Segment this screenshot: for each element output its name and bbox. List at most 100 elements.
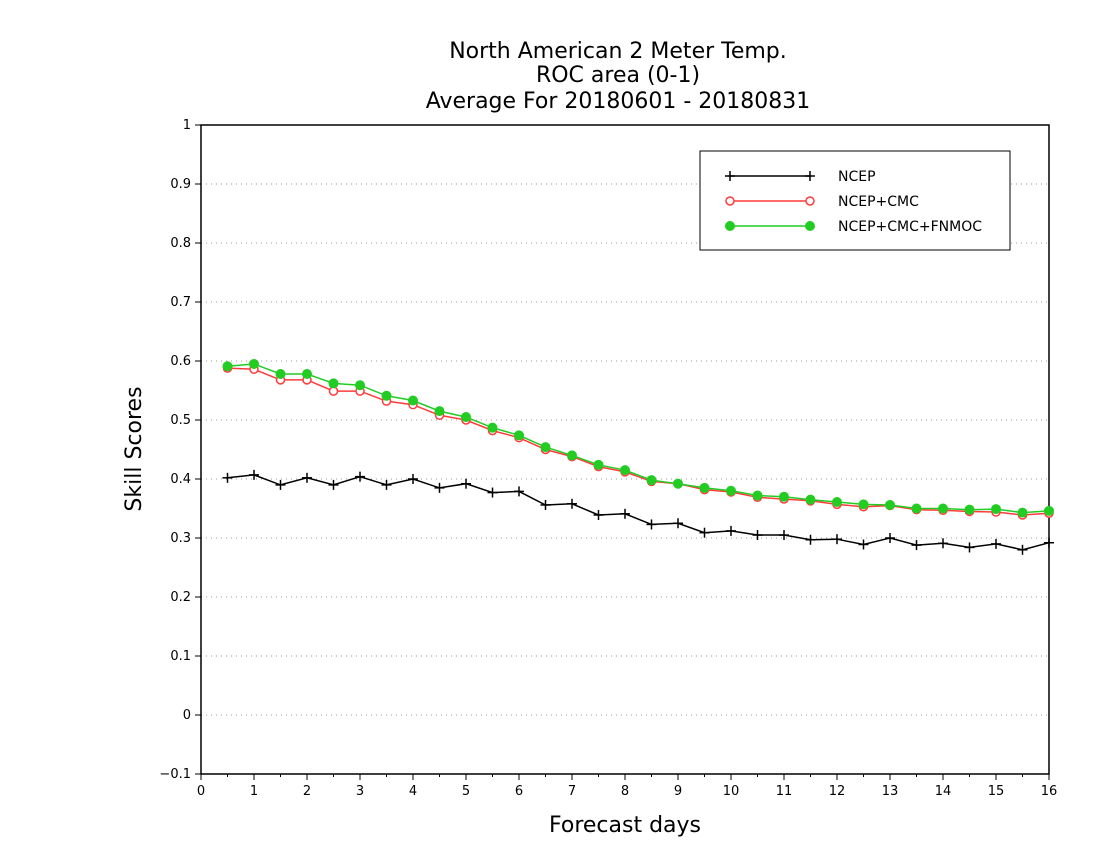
y-axis-title: Skill Scores	[122, 386, 147, 511]
series-ncep-cmc	[222, 363, 1054, 520]
y-tick-label: 0	[183, 708, 191, 723]
data-point-ncep-cmc-fnmoc	[911, 503, 922, 514]
data-point-ncep-cmc-fnmoc	[275, 368, 286, 379]
legend-entry-ncep-cmc-fnmoc: NCEP+CMC+FNMOC	[725, 219, 982, 235]
data-point-ncep	[408, 474, 418, 484]
data-point-ncep	[381, 479, 392, 490]
data-point-ncep-cmc-fnmoc	[726, 485, 736, 496]
data-point-ncep-cmc-fnmoc	[752, 490, 763, 501]
x-tick-label: 7	[568, 784, 576, 799]
data-point-ncep-cmc-fnmoc	[779, 491, 789, 502]
data-point-ncep	[328, 479, 339, 490]
x-tick-label: 16	[1041, 784, 1058, 799]
data-point-ncep	[514, 486, 524, 497]
data-point-ncep	[249, 469, 259, 480]
x-tick-label: 2	[303, 784, 311, 799]
legend-label: NCEP	[838, 169, 876, 185]
data-point-ncep-cmc-fnmoc	[991, 504, 1001, 515]
data-point-ncep	[938, 538, 948, 549]
grid-lines	[201, 183, 1049, 716]
x-tick-label: 8	[621, 784, 629, 799]
legend-entry-ncep: NCEP	[725, 169, 876, 185]
legend-marker	[805, 171, 815, 181]
data-point-ncep	[1044, 537, 1054, 548]
data-point-ncep-cmc-fnmoc	[964, 504, 975, 515]
x-tick-label: 6	[515, 784, 523, 799]
legend-marker	[805, 196, 815, 206]
chart-title-line-2: ROC area (0-1)	[536, 63, 700, 88]
x-tick-label: 13	[882, 784, 899, 799]
legend-entry-ncep-cmc: NCEP+CMC	[725, 194, 919, 210]
y-tick-label: 0.8	[170, 236, 191, 251]
legend-marker	[725, 171, 735, 181]
data-point-ncep-cmc-fnmoc	[328, 378, 339, 389]
data-point-ncep	[434, 482, 445, 493]
data-point-ncep-cmc-fnmoc	[646, 475, 657, 486]
legend-marker	[725, 196, 735, 206]
data-point-ncep-cmc-fnmoc	[673, 478, 683, 489]
data-point-ncep	[858, 539, 869, 550]
data-point-ncep-cmc-fnmoc	[699, 482, 710, 493]
series-line-ncep-cmc-fnmoc	[227, 363, 1050, 514]
x-tick-label: 14	[935, 784, 952, 799]
data-point-ncep-cmc-fnmoc	[620, 465, 630, 476]
x-tick-label: 4	[409, 784, 417, 799]
y-tick-label: 1	[183, 118, 191, 133]
x-tick-label: 3	[356, 784, 364, 799]
data-point-ncep	[567, 498, 577, 509]
y-tick-label: 0.3	[170, 531, 191, 546]
data-point-ncep	[222, 472, 233, 483]
data-point-ncep-cmc-fnmoc	[938, 503, 948, 514]
data-point-ncep	[620, 508, 630, 519]
data-point-ncep	[991, 538, 1001, 549]
x-tick-label: 5	[462, 784, 470, 799]
series-line-ncep-cmc	[227, 367, 1050, 516]
y-tick-label: −0.1	[159, 767, 191, 782]
legend-marker	[805, 221, 815, 231]
x-tick-label: 10	[723, 784, 740, 799]
chart-title-line-3: Average For 20180601 - 20180831	[426, 89, 811, 114]
data-point-ncep-cmc-fnmoc	[381, 390, 392, 401]
data-point-ncep-cmc-fnmoc	[355, 380, 365, 391]
x-tick-label: 1	[250, 784, 258, 799]
data-point-ncep	[964, 542, 975, 553]
data-point-ncep	[805, 534, 816, 545]
y-tick-label: 0.1	[170, 649, 191, 664]
legend: NCEP NCEP+CMC NCEP+CMC+FNMOC	[699, 150, 1011, 251]
data-point-ncep-cmc-fnmoc	[487, 422, 498, 433]
data-point-ncep	[593, 509, 604, 520]
data-point-ncep-cmc-fnmoc	[567, 450, 577, 461]
data-point-ncep-cmc-fnmoc	[302, 368, 312, 379]
data-point-ncep	[832, 534, 842, 545]
data-point-ncep	[646, 519, 657, 530]
y-tick-label: 0.7	[170, 295, 191, 310]
data-point-ncep	[911, 540, 922, 551]
data-point-ncep	[355, 471, 365, 482]
data-point-ncep-cmc-fnmoc	[593, 459, 604, 470]
data-point-ncep-cmc-fnmoc	[885, 499, 895, 510]
series-layer	[222, 358, 1054, 555]
y-tick-label: 0.9	[170, 177, 191, 192]
series-ncep	[222, 469, 1054, 555]
x-tick-label: 15	[988, 784, 1005, 799]
data-point-ncep-cmc-fnmoc	[408, 395, 418, 406]
data-point-ncep-cmc-fnmoc	[540, 442, 551, 453]
y-tick-label: 0.4	[170, 472, 191, 487]
data-point-ncep	[885, 533, 895, 543]
data-point-ncep-cmc-fnmoc	[222, 361, 233, 372]
data-point-ncep-cmc-fnmoc	[832, 497, 842, 508]
data-point-ncep	[487, 487, 498, 498]
data-point-ncep-cmc-fnmoc	[1017, 507, 1028, 518]
x-tick-label: 12	[829, 784, 846, 799]
data-point-ncep-cmc-fnmoc	[514, 430, 524, 441]
chart-title-line-1: North American 2 Meter Temp.	[449, 39, 787, 64]
x-axis-title: Forecast days	[549, 813, 701, 838]
data-point-ncep	[1017, 544, 1028, 555]
data-point-ncep	[302, 472, 312, 483]
data-point-ncep	[540, 499, 551, 510]
legend-label: NCEP+CMC+FNMOC	[838, 219, 982, 235]
data-point-ncep-cmc-fnmoc	[1044, 505, 1054, 516]
x-tick-label: 9	[674, 784, 682, 799]
y-tick-label: 0.5	[170, 413, 191, 428]
